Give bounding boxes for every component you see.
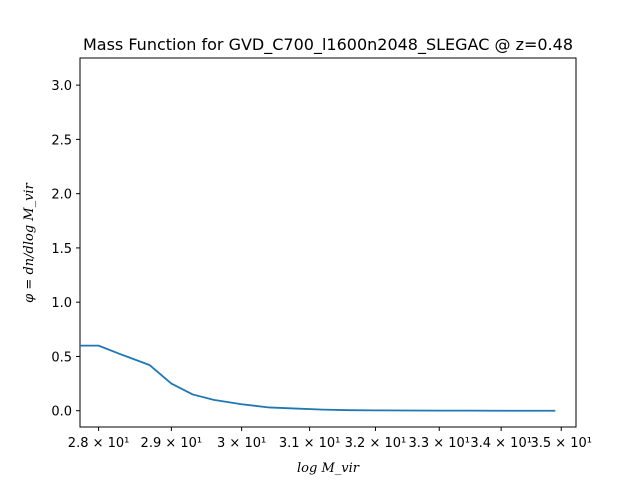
y-tick-label: 2.0 <box>51 188 72 203</box>
y-tick-label: 1.5 <box>51 242 72 257</box>
mass-function-line <box>80 344 556 412</box>
x-tick-label: 3.4 × 10¹ <box>470 436 532 451</box>
y-tick-label: 0.5 <box>51 350 72 365</box>
x-tick-label: 3.2 × 10¹ <box>345 436 407 451</box>
x-tick-label: 2.9 × 10¹ <box>141 436 203 451</box>
x-tick-label: 2.8 × 10¹ <box>68 436 130 451</box>
x-axis-label: log M_vir <box>297 461 360 476</box>
y-tick-label: 0.0 <box>51 405 72 420</box>
x-tick-label: 3 × 10¹ <box>217 436 266 451</box>
y-tick-label: 3.0 <box>51 79 72 94</box>
y-tick-label: 2.5 <box>51 133 72 148</box>
y-tick-label: 1.0 <box>51 296 72 311</box>
x-axis-ticks: 2.8 × 10¹ 2.9 × 10¹ 3 × 10¹ 3.1 × 10¹ 3.2 × … <box>68 427 592 451</box>
x-tick-label: 3.3 × 10¹ <box>408 436 470 451</box>
plot-frame <box>79 57 577 428</box>
series-layer <box>80 344 556 412</box>
y-axis-label: φ = dn/dlog M_vir <box>22 182 37 302</box>
chart-title: Mass Function for GVD_C700_l1600n2048_SL… <box>83 35 573 55</box>
y-axis-ticks: 0.0 0.5 1.0 1.5 2.0 2.5 3.0 <box>51 79 80 420</box>
x-tick-label: 3.5 × 10¹ <box>530 436 592 451</box>
x-tick-label: 3.1 × 10¹ <box>279 436 341 451</box>
plot-area <box>79 57 577 428</box>
